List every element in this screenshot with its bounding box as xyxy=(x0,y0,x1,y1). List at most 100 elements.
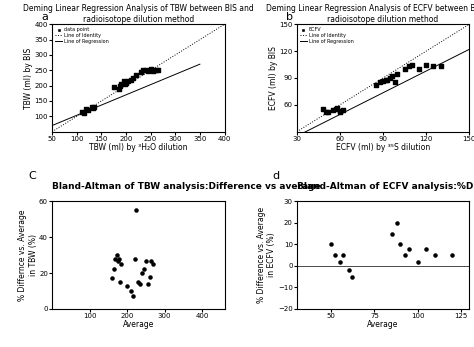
Point xyxy=(397,242,404,247)
Point xyxy=(84,108,91,113)
Point xyxy=(115,86,122,92)
Point xyxy=(115,256,123,262)
Point xyxy=(414,259,421,264)
Point xyxy=(123,283,131,288)
Point xyxy=(348,274,356,279)
Point xyxy=(431,252,438,258)
Text: d: d xyxy=(273,171,280,181)
Text: a: a xyxy=(42,12,49,22)
Point xyxy=(405,246,413,252)
Point xyxy=(127,77,135,82)
Point xyxy=(429,64,437,69)
Point xyxy=(322,109,329,115)
Point xyxy=(125,78,132,84)
X-axis label: ECFV (ml) by ³⁵S dilution: ECFV (ml) by ³⁵S dilution xyxy=(336,143,430,152)
Y-axis label: ECFV (ml) by BIS: ECFV (ml) by BIS xyxy=(269,46,278,110)
X-axis label: Average: Average xyxy=(367,320,399,329)
Point xyxy=(117,81,125,87)
Point xyxy=(340,252,347,258)
Point xyxy=(393,71,401,76)
Point xyxy=(137,281,144,287)
Point xyxy=(401,66,409,72)
Point xyxy=(333,105,341,110)
Point xyxy=(132,72,140,78)
Y-axis label: % Difference vs. Average
in ECFV (%): % Difference vs. Average in ECFV (%) xyxy=(257,207,276,303)
Point xyxy=(325,109,332,115)
Point xyxy=(448,252,456,258)
Point xyxy=(142,258,150,263)
Point xyxy=(376,80,384,85)
Point xyxy=(383,77,391,83)
Point xyxy=(111,256,119,262)
Point xyxy=(129,294,137,299)
Point xyxy=(140,267,148,272)
Point xyxy=(110,84,118,90)
Point xyxy=(319,107,327,112)
Point xyxy=(149,68,157,74)
Point xyxy=(114,258,121,263)
Point xyxy=(90,104,98,109)
Point xyxy=(437,64,444,69)
Text: b: b xyxy=(286,12,293,22)
Point xyxy=(336,108,344,114)
Text: C: C xyxy=(28,171,36,181)
Point xyxy=(149,261,157,267)
Point xyxy=(391,80,398,85)
Point xyxy=(81,110,88,116)
Point xyxy=(388,231,395,236)
Point xyxy=(388,74,395,79)
Text: Bland-Altman of ECFV analysis:%Difference vs average: Bland-Altman of ECFV analysis:%Differenc… xyxy=(297,182,474,191)
Point xyxy=(139,68,147,73)
Point xyxy=(120,78,128,84)
Legend: data point, Line of Identity, Line of Regression: data point, Line of Identity, Line of Re… xyxy=(55,27,109,45)
Point xyxy=(122,80,130,85)
Point xyxy=(89,105,97,110)
Point xyxy=(393,220,401,226)
Point xyxy=(135,279,142,285)
Y-axis label: TBW (ml) by BIS: TBW (ml) by BIS xyxy=(24,47,33,109)
Point xyxy=(372,82,380,88)
Point xyxy=(137,69,145,75)
Point xyxy=(329,108,337,113)
Point xyxy=(144,281,152,287)
Y-axis label: % Differnce vs. Average
in TBW (%): % Differnce vs. Average in TBW (%) xyxy=(18,209,37,301)
Point xyxy=(379,78,387,83)
Point xyxy=(408,62,416,67)
Point xyxy=(131,256,138,262)
Title: Deming Linear Regression Analysis of ECFV between BIS and
radioisotope dilution : Deming Linear Regression Analysis of ECF… xyxy=(266,4,474,24)
Point xyxy=(133,208,140,213)
Point xyxy=(328,242,335,247)
X-axis label: TBW (ml) by ³H₂O dilution: TBW (ml) by ³H₂O dilution xyxy=(89,143,188,152)
Point xyxy=(401,252,409,258)
Point xyxy=(382,77,390,83)
Text: Bland-Altman of TBW analysis:Difference vs average: Bland-Altman of TBW analysis:Difference … xyxy=(52,182,321,191)
Point xyxy=(152,68,159,73)
Point xyxy=(422,246,430,252)
Point xyxy=(336,109,344,115)
Point xyxy=(345,268,352,273)
Point xyxy=(146,274,154,279)
Point xyxy=(422,62,430,67)
Point xyxy=(118,261,125,267)
Point xyxy=(339,108,346,113)
Point xyxy=(405,64,413,69)
Point xyxy=(386,75,394,81)
Point xyxy=(145,68,152,74)
X-axis label: Average: Average xyxy=(123,320,154,329)
Point xyxy=(331,252,338,258)
Point xyxy=(108,276,116,281)
Point xyxy=(147,66,155,71)
Legend: ECFV, Line of Identity, Line of Regression: ECFV, Line of Identity, Line of Regressi… xyxy=(299,27,354,45)
Point xyxy=(332,107,339,112)
Point xyxy=(336,259,344,264)
Title: Deming Linear Regression Analysis of TBW between BIS and
radioisotope dilution m: Deming Linear Regression Analysis of TBW… xyxy=(23,4,254,24)
Point xyxy=(110,267,118,272)
Point xyxy=(147,258,155,263)
Point xyxy=(116,279,123,285)
Point xyxy=(142,68,149,73)
Point xyxy=(127,288,135,294)
Point xyxy=(82,106,90,111)
Point xyxy=(88,104,95,110)
Point xyxy=(138,270,146,276)
Point xyxy=(415,66,423,72)
